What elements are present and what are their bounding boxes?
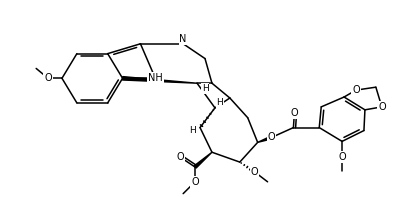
Text: O: O <box>290 108 297 118</box>
Text: H: H <box>216 98 223 107</box>
Text: O: O <box>377 102 385 112</box>
Text: O: O <box>44 73 52 83</box>
Text: H: H <box>201 84 208 93</box>
Text: O: O <box>351 85 359 95</box>
Polygon shape <box>122 77 197 83</box>
Text: O: O <box>250 167 258 177</box>
Text: O: O <box>267 132 275 142</box>
Text: O: O <box>191 177 198 187</box>
Text: H: H <box>188 126 195 135</box>
Text: O: O <box>176 152 183 162</box>
Polygon shape <box>194 152 211 168</box>
Text: O: O <box>337 152 345 162</box>
Text: NH: NH <box>147 73 162 83</box>
Text: N: N <box>179 34 186 44</box>
Polygon shape <box>257 136 271 142</box>
